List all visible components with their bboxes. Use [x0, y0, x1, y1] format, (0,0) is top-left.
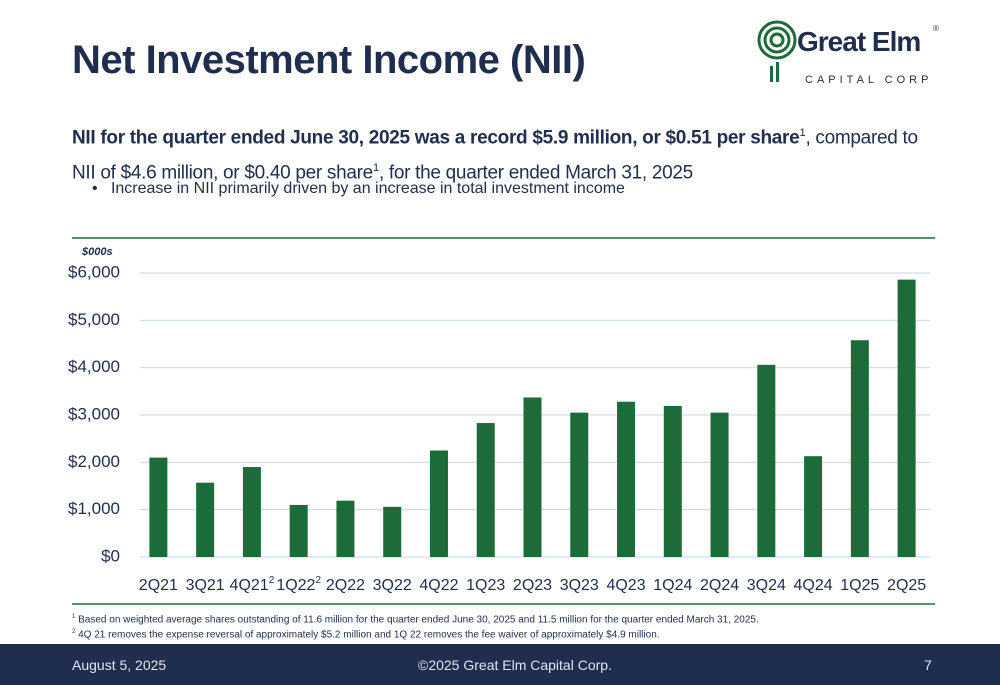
- category: 2Q25: [887, 577, 926, 594]
- footnote-ref: 1: [372, 162, 379, 175]
- x-tick-label: 4Q24: [794, 577, 833, 594]
- bar: [383, 506, 402, 557]
- x-tick-label: 1Q24: [653, 577, 692, 594]
- category: 3Q22: [373, 577, 412, 594]
- category: 3Q21: [186, 577, 225, 594]
- footer-date: August 5, 2025: [72, 657, 167, 673]
- x-tick-label: 2Q25: [887, 577, 926, 594]
- x-tick-label: 2Q24: [700, 577, 739, 594]
- bar: [476, 423, 495, 557]
- bullet: • Increase in NII primarily driven by an…: [92, 180, 625, 197]
- bar: [663, 406, 682, 557]
- x-tick-label: 3Q24: [747, 577, 786, 594]
- footnote-text: 4Q 21 removes the expense reversal of ap…: [78, 629, 660, 641]
- bar: [617, 401, 636, 557]
- logo-mark: [757, 20, 797, 82]
- bar: [242, 467, 261, 557]
- category: 4Q24: [794, 577, 833, 594]
- footer: August 5, 2025 ©2025 Great Elm Capital C…: [0, 644, 1000, 685]
- y-tick-label: $6,000: [68, 262, 120, 281]
- x-tick-label: 3Q22: [373, 577, 412, 594]
- footnote-mark: 1: [72, 614, 76, 620]
- logo-tagline: CAPITAL CORP: [805, 74, 933, 86]
- logo-registered: ®: [933, 24, 939, 33]
- y-tick-label: $5,000: [68, 310, 120, 329]
- page-number: 7: [924, 657, 932, 673]
- logo: Great Elm ® CAPITAL CORP: [755, 18, 945, 88]
- category: 4Q22: [419, 577, 458, 594]
- category: 1Q23: [466, 577, 505, 594]
- x-tick-label: 2Q21: [139, 577, 178, 594]
- footnote-mark: 2: [72, 629, 76, 635]
- x-tick-label: 4Q22: [419, 577, 458, 594]
- category: 3Q24: [747, 577, 786, 594]
- bar: [897, 279, 916, 557]
- bar: [336, 500, 355, 557]
- bar: [804, 456, 823, 557]
- summary-lead: NII for the quarter ended June 30, 2025 …: [72, 127, 800, 149]
- logo-name: Great Elm: [797, 26, 921, 57]
- x-tick-label: 4Q23: [606, 577, 645, 594]
- footnote-ref: 2: [269, 575, 275, 586]
- y-tick-label: $2,000: [68, 452, 120, 471]
- footnote-ref: 2: [315, 575, 321, 586]
- x-tick-label: 2Q23: [513, 577, 552, 594]
- footnote: 2 4Q 21 removes the expense reversal of …: [72, 629, 660, 640]
- x-tick-label: 1Q222: [276, 575, 321, 595]
- x-tick-label: 2Q22: [326, 577, 365, 594]
- bar: [149, 457, 168, 557]
- y-tick-label: $3,000: [68, 404, 120, 423]
- category: 4Q23: [606, 577, 645, 594]
- bar: [850, 340, 869, 557]
- x-tick-label: 1Q25: [840, 577, 879, 594]
- x-tick-label: 3Q23: [560, 577, 599, 594]
- y-tick-label: $4,000: [68, 357, 120, 376]
- category: 2Q23: [513, 577, 552, 594]
- summary-middle: , compared to NII of $4.6 million, or $0…: [72, 127, 918, 184]
- category: 1Q22: [276, 577, 315, 594]
- category: 2Q21: [139, 577, 178, 594]
- x-tick-label: 3Q21: [186, 577, 225, 594]
- footnote: 1 Based on weighted average shares outst…: [72, 614, 759, 625]
- footnote-ref: 1: [799, 127, 806, 139]
- bar: [289, 504, 308, 557]
- bar: [710, 412, 729, 557]
- bar: [570, 412, 589, 557]
- bar: [196, 482, 215, 557]
- category: 2Q24: [700, 577, 739, 594]
- category: 1Q24: [653, 577, 692, 594]
- summary-tail: , for the quarter ended March 31, 2025: [378, 162, 693, 184]
- bar: [757, 364, 776, 557]
- unit-label: $000s: [81, 246, 113, 258]
- bar: [429, 450, 448, 557]
- slide-title: Net Investment Income (NII): [72, 38, 586, 82]
- bullet-text: Increase in NII primarily driven by an i…: [110, 180, 625, 197]
- bar: [523, 397, 542, 557]
- y-tick-label: $0: [101, 546, 120, 565]
- category: 1Q25: [840, 577, 879, 594]
- x-tick-label: 1Q23: [466, 577, 505, 594]
- footer-copyright: ©2025 Great Elm Capital Corp.: [418, 657, 612, 673]
- category: 3Q23: [560, 577, 599, 594]
- category: 4Q21: [230, 577, 269, 594]
- y-tick-label: $1,000: [68, 499, 120, 518]
- x-tick-label: 4Q212: [230, 575, 275, 595]
- category: 2Q22: [326, 577, 365, 594]
- summary: NII for the quarter ended June 30, 2025 …: [72, 118, 932, 189]
- footnote-text: Based on weighted average shares outstan…: [78, 614, 759, 626]
- chart: $000s $0 $1,000 $2,000 $3,000 $4,000 $5,000 $6…: [68, 237, 935, 605]
